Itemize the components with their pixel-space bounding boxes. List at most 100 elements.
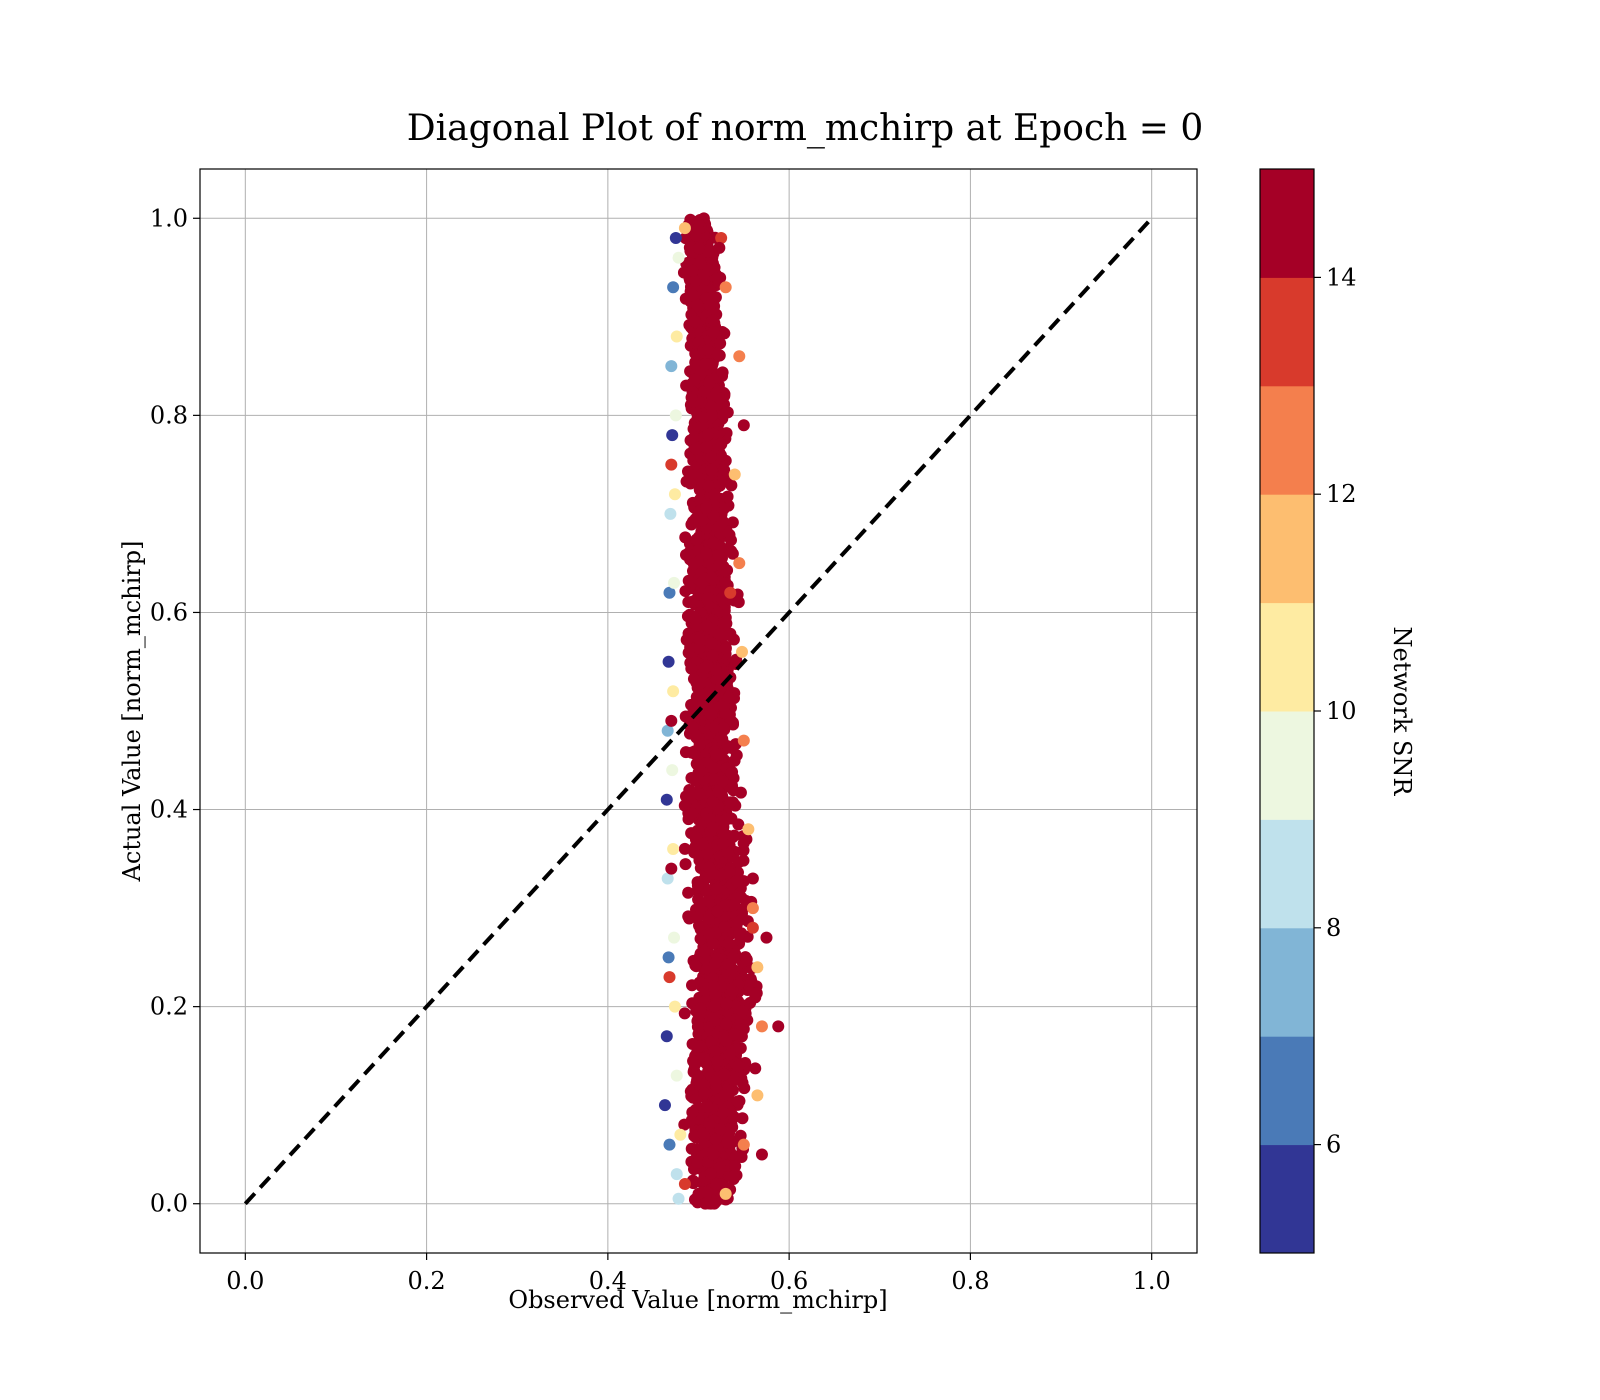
scatter-point [689, 959, 702, 972]
scatter-point [679, 232, 692, 245]
scatter-point [720, 997, 733, 1010]
scatter-point [751, 961, 764, 974]
scatter-point [670, 1168, 683, 1181]
x-tick-label: 0.8 [951, 1267, 989, 1295]
scatter-point [717, 1106, 730, 1119]
scatter-point [696, 837, 709, 850]
scatter-point [692, 695, 705, 708]
scatter-point [689, 442, 702, 455]
scatter-point [691, 222, 704, 235]
scatter-point [719, 577, 732, 590]
scatter-point [672, 251, 685, 264]
scatter-point [720, 1017, 733, 1030]
scatter-point [712, 549, 725, 562]
scatter-point [751, 1089, 764, 1102]
scatter-point [725, 767, 738, 780]
scatter-point [730, 1150, 743, 1163]
scatter-point [692, 242, 705, 255]
scatter-point [730, 749, 743, 762]
scatter-point [680, 633, 693, 646]
x-axis-label: Observed Value [norm_mchirp] [508, 1286, 887, 1314]
scatter-point [663, 971, 676, 984]
colorbar-band [1260, 169, 1314, 278]
scatter-point [705, 637, 718, 650]
scatter-point [691, 1157, 704, 1170]
scatter-point [731, 874, 744, 887]
scatter-point [660, 793, 673, 806]
scatter-point [710, 882, 723, 895]
scatter-point [663, 586, 676, 599]
scatter-point [727, 1074, 740, 1087]
scatter-point [714, 337, 727, 350]
scatter-point [736, 1005, 749, 1018]
scatter-point [718, 1089, 731, 1102]
colorbar-band [1260, 927, 1314, 1037]
scatter-point [661, 872, 674, 885]
scatter-point [682, 574, 695, 587]
scatter-point [684, 477, 697, 490]
scatter-point [693, 642, 706, 655]
colorbar-label: Network SNR [1388, 627, 1416, 797]
scatter-point [679, 858, 692, 871]
y-tick-label: 0.0 [150, 1190, 188, 1218]
scatter-point [713, 628, 726, 641]
scatter-point [721, 490, 734, 503]
scatter-point [740, 953, 753, 966]
scatter-point [714, 1123, 727, 1136]
scatter-point [706, 821, 719, 834]
scatter-point [712, 785, 725, 798]
scatter-point [742, 823, 755, 836]
scatter-point [707, 325, 720, 338]
y-tick-label: 0.4 [150, 796, 188, 824]
scatter-point [737, 837, 750, 850]
scatter-point [705, 1035, 718, 1048]
scatter-point [689, 612, 702, 625]
scatter-point [679, 585, 692, 598]
scatter-point [726, 516, 739, 529]
x-axis-ticks: 0.0 0.2 0.4 0.6 0.8 1.0 [226, 1253, 1171, 1295]
scatter-point [706, 650, 719, 663]
scatter-point [709, 956, 722, 969]
x-tick-label: 0.4 [589, 1267, 627, 1295]
scatter-point [678, 1178, 691, 1191]
scatter-point [700, 501, 713, 514]
scatter-point [709, 1133, 722, 1146]
colorbar-tick-label: 10 [1326, 697, 1357, 725]
scatter-point [668, 931, 681, 944]
scatter-point [720, 1034, 733, 1047]
scatter-point [724, 534, 737, 547]
y-axis-label: Actual Value [norm_mchirp] [118, 541, 146, 883]
colorbar: 6 8 10 12 14 Network SNR [1259, 168, 1416, 1254]
scatter-point [728, 468, 741, 481]
colorbar-band [1260, 602, 1314, 712]
scatter-point [713, 241, 726, 254]
reference-line [243, 216, 1154, 1206]
scatter-point [665, 458, 678, 471]
scatter-point [746, 872, 759, 885]
scatter-point [692, 1187, 705, 1200]
colorbar-tick-label: 12 [1326, 480, 1357, 508]
scatter-point [666, 764, 679, 777]
scatter-point [713, 1161, 726, 1174]
colorbar-band [1260, 711, 1314, 820]
scatter-point [724, 586, 737, 599]
scatter-point [708, 1000, 721, 1013]
scatter-point [716, 775, 729, 788]
scatter-point [745, 976, 758, 989]
scatter-point [733, 350, 746, 363]
scatter-point [669, 409, 682, 422]
chart-title: Diagonal Plot of norm_mchirp at Epoch = … [407, 108, 1204, 149]
scatter-point [688, 373, 701, 386]
scatter-point [720, 617, 733, 630]
scatter-point [661, 724, 674, 737]
scatter-point [702, 245, 715, 258]
scatter-point [689, 274, 702, 287]
colorbar-band [1260, 1036, 1314, 1146]
scatter-point [663, 1138, 676, 1151]
scatter-point [665, 714, 678, 727]
scatter-point [694, 765, 707, 778]
scatter-point [716, 515, 729, 528]
x-tick-label: 0.6 [770, 1267, 808, 1295]
scatter-point [690, 533, 703, 546]
